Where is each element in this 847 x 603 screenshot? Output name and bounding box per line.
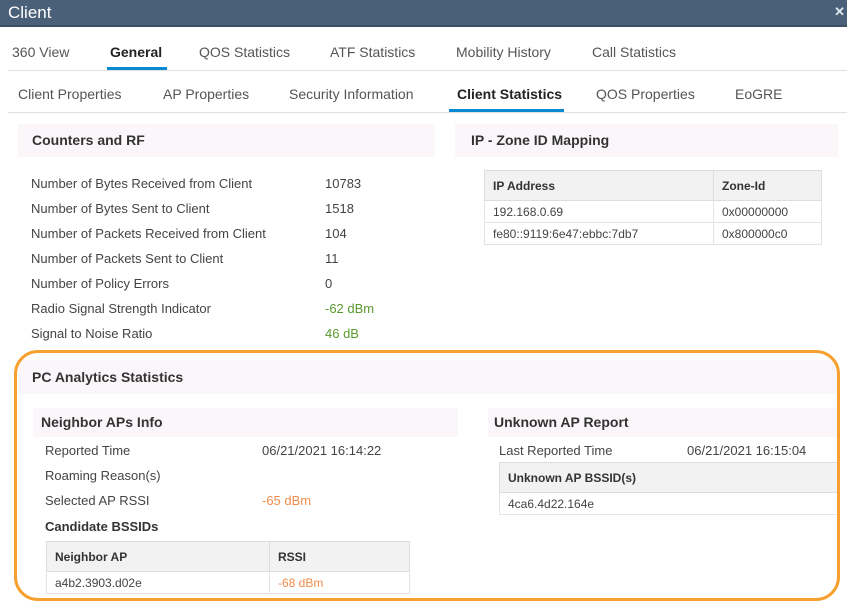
- counters-header: Counters and RF: [18, 124, 435, 157]
- roaming-reason-label: Roaming Reason(s): [45, 468, 161, 483]
- title-bar: Client ✕: [0, 0, 847, 27]
- zone-cell: 0x800000c0: [713, 222, 822, 245]
- tab-eogre[interactable]: EoGRE: [735, 86, 783, 102]
- selected-rssi-value: -65 dBm: [262, 493, 312, 508]
- counter-label: Signal to Noise Ratio: [31, 326, 153, 341]
- close-icon[interactable]: ✕: [834, 4, 845, 19]
- counter-value: 11: [325, 251, 339, 266]
- active-tab-indicator: [107, 67, 167, 70]
- column-header: Neighbor AP: [46, 541, 270, 572]
- tab-client-statistics[interactable]: Client Statistics: [457, 86, 563, 102]
- candidate-bssids-table: Neighbor AP RSSI a4b2.3903.d02e -68 dBm: [46, 541, 410, 594]
- active-subtab-indicator: [449, 109, 564, 112]
- divider: [8, 70, 847, 71]
- bssid-cell: 4ca6.4d22.164e: [499, 492, 838, 515]
- ip-zone-table: IP Address Zone-Id 192.168.0.69 0x00000000…: [484, 170, 822, 245]
- reported-time-label: Reported Time: [45, 443, 131, 458]
- column-header: RSSI: [269, 541, 410, 572]
- candidate-bssids-label: Candidate BSSIDs: [45, 519, 159, 534]
- zone-cell: 0x00000000: [713, 200, 822, 223]
- snr-value: 46 dB: [325, 326, 359, 341]
- counter-label: Number of Packets Received from Client: [31, 226, 266, 241]
- tab-call-statistics[interactable]: Call Statistics: [592, 44, 677, 60]
- counter-value: 10783: [325, 176, 362, 191]
- counter-label: Radio Signal Strength Indicator: [31, 301, 211, 316]
- table-row: fe80::9119:6e47:ebbc:7db7 0x800000c0: [484, 222, 822, 245]
- ip-cell: 192.168.0.69: [484, 200, 714, 223]
- counter-label: Number of Packets Sent to Client: [31, 251, 224, 266]
- ip-cell: fe80::9119:6e47:ebbc:7db7: [484, 222, 714, 245]
- tab-360-view[interactable]: 360 View: [12, 44, 70, 60]
- tab-qos-properties[interactable]: QOS Properties: [596, 86, 695, 102]
- table-row: 192.168.0.69 0x00000000: [484, 200, 822, 223]
- highlight-outline: [14, 350, 840, 601]
- tab-ap-properties[interactable]: AP Properties: [163, 86, 250, 102]
- column-header: Unknown AP BSSID(s): [499, 462, 838, 493]
- tab-qos-statistics[interactable]: QOS Statistics: [199, 44, 291, 60]
- table-row: 4ca6.4d22.164e: [499, 492, 838, 515]
- tab-mobility-history[interactable]: Mobility History: [456, 44, 551, 60]
- window-title: Client: [8, 3, 52, 22]
- neighbor-aps-header: Neighbor APs Info: [33, 408, 458, 437]
- reported-time-value: 06/21/2021 16:14:22: [262, 443, 382, 458]
- divider: [8, 112, 847, 113]
- tab-security-information[interactable]: Security Information: [289, 86, 414, 102]
- selected-rssi-label: Selected AP RSSI: [45, 493, 150, 508]
- ip-zone-header: IP - Zone ID Mapping: [455, 124, 838, 157]
- column-header: Zone-Id: [713, 170, 822, 201]
- tab-general[interactable]: General: [110, 44, 163, 60]
- tab-atf-statistics[interactable]: ATF Statistics: [330, 44, 416, 60]
- column-header: IP Address: [484, 170, 714, 201]
- unknown-bssid-table: Unknown AP BSSID(s) 4ca6.4d22.164e: [499, 462, 838, 515]
- counter-label: Number of Bytes Sent to Client: [31, 201, 210, 216]
- counter-value: 0: [325, 276, 333, 291]
- counter-value: 104: [325, 226, 347, 241]
- table-row: a4b2.3903.d02e -68 dBm: [46, 571, 410, 594]
- neighbor-ap-cell: a4b2.3903.d02e: [46, 571, 270, 594]
- tab-client-properties[interactable]: Client Properties: [18, 86, 122, 102]
- rssi-cell: -68 dBm: [269, 571, 410, 594]
- rssi-value: -62 dBm: [325, 301, 375, 316]
- counter-label: Number of Bytes Received from Client: [31, 176, 253, 191]
- counter-value: 1518: [325, 201, 354, 216]
- unknown-ap-header: Unknown AP Report: [488, 408, 838, 437]
- last-reported-label: Last Reported Time: [499, 443, 613, 458]
- counter-label: Number of Policy Errors: [31, 276, 169, 291]
- pc-analytics-header: PC Analytics Statistics: [18, 360, 838, 394]
- last-reported-value: 06/21/2021 16:15:04: [687, 443, 807, 458]
